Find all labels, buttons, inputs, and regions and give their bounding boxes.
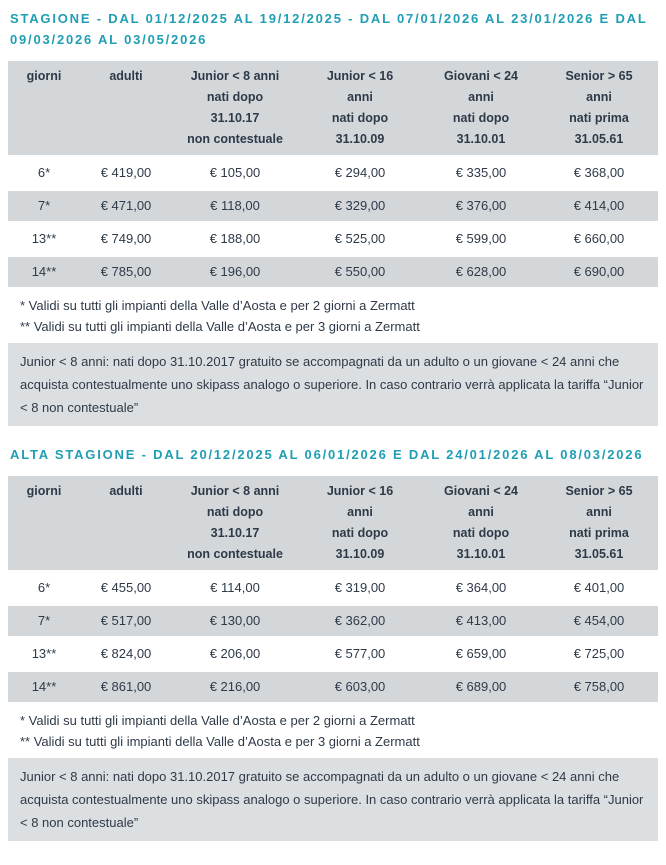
column-header: giorni xyxy=(8,61,80,155)
price-cell: € 376,00 xyxy=(422,191,540,221)
footnote-one-asterisk: * Validi su tutti gli impianti della Val… xyxy=(20,713,415,728)
footnotes: * Validi su tutti gli impianti della Val… xyxy=(20,295,658,337)
price-cell: € 329,00 xyxy=(298,191,422,221)
column-header: Giovani < 24 anni nati dopo 31.10.01 xyxy=(422,476,540,570)
days-cell: 13** xyxy=(8,639,80,669)
price-cell: € 659,00 xyxy=(422,639,540,669)
table-row: 14** € 785,00 € 196,00 € 550,00 € 628,00 € 69… xyxy=(8,257,658,287)
price-cell: € 749,00 xyxy=(80,224,172,254)
column-header: Junior < 16 anni nati dopo 31.10.09 xyxy=(298,61,422,155)
price-cell: € 130,00 xyxy=(172,606,298,636)
column-header: giorni xyxy=(8,476,80,570)
table-row: 7* € 517,00 € 130,00 € 362,00 € 413,00 € 454,… xyxy=(8,606,658,636)
footnotes: * Validi su tutti gli impianti della Val… xyxy=(20,710,658,752)
price-cell: € 216,00 xyxy=(172,672,298,702)
junior-note-box: Junior < 8 anni: nati dopo 31.10.2017 gr… xyxy=(8,343,658,426)
price-cell: € 454,00 xyxy=(540,606,658,636)
column-header: Giovani < 24 anni nati dopo 31.10.01 xyxy=(422,61,540,155)
footnote-two-asterisks: ** Validi su tutti gli impianti della Va… xyxy=(20,734,420,749)
season-section-alta-stagione: ALTA STAGIONE - DAL 20/12/2025 AL 06/01/… xyxy=(8,444,658,841)
column-header: Junior < 16 anni nati dopo 31.10.09 xyxy=(298,476,422,570)
section-title-alta-stagione: ALTA STAGIONE - DAL 20/12/2025 AL 06/01/… xyxy=(10,447,644,462)
price-cell: € 455,00 xyxy=(80,573,172,603)
price-cell: € 114,00 xyxy=(172,573,298,603)
days-cell: 7* xyxy=(8,191,80,221)
days-cell: 7* xyxy=(8,606,80,636)
price-cell: € 401,00 xyxy=(540,573,658,603)
table-row: 6* € 455,00 € 114,00 € 319,00 € 364,00 € 401,… xyxy=(8,573,658,603)
price-cell: € 525,00 xyxy=(298,224,422,254)
price-table-alta-stagione: giorni adulti Junior < 8 anni nati dopo 31.1… xyxy=(8,473,658,705)
price-cell: € 319,00 xyxy=(298,573,422,603)
price-cell: € 758,00 xyxy=(540,672,658,702)
column-header: adulti xyxy=(80,61,172,155)
days-cell: 6* xyxy=(8,573,80,603)
table-header-row: giorni adulti Junior < 8 anni nati dopo 31.1… xyxy=(8,476,658,570)
price-cell: € 517,00 xyxy=(80,606,172,636)
price-cell: € 413,00 xyxy=(422,606,540,636)
price-cell: € 206,00 xyxy=(172,639,298,669)
price-cell: € 725,00 xyxy=(540,639,658,669)
table-row: 7* € 471,00 € 118,00 € 329,00 € 376,00 € 414,… xyxy=(8,191,658,221)
price-cell: € 335,00 xyxy=(422,158,540,188)
price-cell: € 368,00 xyxy=(540,158,658,188)
column-header: Senior > 65 anni nati prima 31.05.61 xyxy=(540,476,658,570)
price-cell: € 689,00 xyxy=(422,672,540,702)
price-cell: € 118,00 xyxy=(172,191,298,221)
footnote-two-asterisks: ** Validi su tutti gli impianti della Va… xyxy=(20,319,420,334)
price-cell: € 294,00 xyxy=(298,158,422,188)
days-cell: 6* xyxy=(8,158,80,188)
price-cell: € 471,00 xyxy=(80,191,172,221)
price-cell: € 861,00 xyxy=(80,672,172,702)
price-cell: € 824,00 xyxy=(80,639,172,669)
price-table-body: 6* € 419,00 € 105,00 € 294,00 € 335,00 € 368,… xyxy=(8,158,658,287)
price-cell: € 690,00 xyxy=(540,257,658,287)
price-cell: € 196,00 xyxy=(172,257,298,287)
price-cell: € 419,00 xyxy=(80,158,172,188)
days-cell: 14** xyxy=(8,257,80,287)
price-cell: € 364,00 xyxy=(422,573,540,603)
section-title-stagione: STAGIONE - DAL 01/12/2025 AL 19/12/2025 … xyxy=(10,11,648,47)
table-row: 14** € 861,00 € 216,00 € 603,00 € 689,00 € 75… xyxy=(8,672,658,702)
price-table-header: giorni adulti Junior < 8 anni nati dopo 31.1… xyxy=(8,476,658,570)
junior-note-box: Junior < 8 anni: nati dopo 31.10.2017 gr… xyxy=(8,758,658,841)
price-table-stagione: giorni adulti Junior < 8 anni nati dopo 31.1… xyxy=(8,58,658,290)
price-cell: € 785,00 xyxy=(80,257,172,287)
price-table-header: giorni adulti Junior < 8 anni nati dopo 31.1… xyxy=(8,61,658,155)
days-cell: 14** xyxy=(8,672,80,702)
price-cell: € 577,00 xyxy=(298,639,422,669)
footnote-one-asterisk: * Validi su tutti gli impianti della Val… xyxy=(20,298,415,313)
price-cell: € 105,00 xyxy=(172,158,298,188)
table-row: 6* € 419,00 € 105,00 € 294,00 € 335,00 € 368,… xyxy=(8,158,658,188)
table-row: 13** € 824,00 € 206,00 € 577,00 € 659,00 € 72… xyxy=(8,639,658,669)
price-cell: € 414,00 xyxy=(540,191,658,221)
price-cell: € 599,00 xyxy=(422,224,540,254)
price-cell: € 660,00 xyxy=(540,224,658,254)
days-cell: 13** xyxy=(8,224,80,254)
column-header: adulti xyxy=(80,476,172,570)
season-section-stagione: STAGIONE - DAL 01/12/2025 AL 19/12/2025 … xyxy=(8,8,658,426)
price-table-body: 6* € 455,00 € 114,00 € 319,00 € 364,00 € 401,… xyxy=(8,573,658,702)
column-header: Senior > 65 anni nati prima 31.05.61 xyxy=(540,61,658,155)
table-row: 13** € 749,00 € 188,00 € 525,00 € 599,00 € 66… xyxy=(8,224,658,254)
price-cell: € 603,00 xyxy=(298,672,422,702)
price-cell: € 628,00 xyxy=(422,257,540,287)
price-cell: € 362,00 xyxy=(298,606,422,636)
column-header: Junior < 8 anni nati dopo 31.10.17 non cont… xyxy=(172,61,298,155)
price-cell: € 550,00 xyxy=(298,257,422,287)
column-header: Junior < 8 anni nati dopo 31.10.17 non cont… xyxy=(172,476,298,570)
price-cell: € 188,00 xyxy=(172,224,298,254)
table-header-row: giorni adulti Junior < 8 anni nati dopo 31.1… xyxy=(8,61,658,155)
